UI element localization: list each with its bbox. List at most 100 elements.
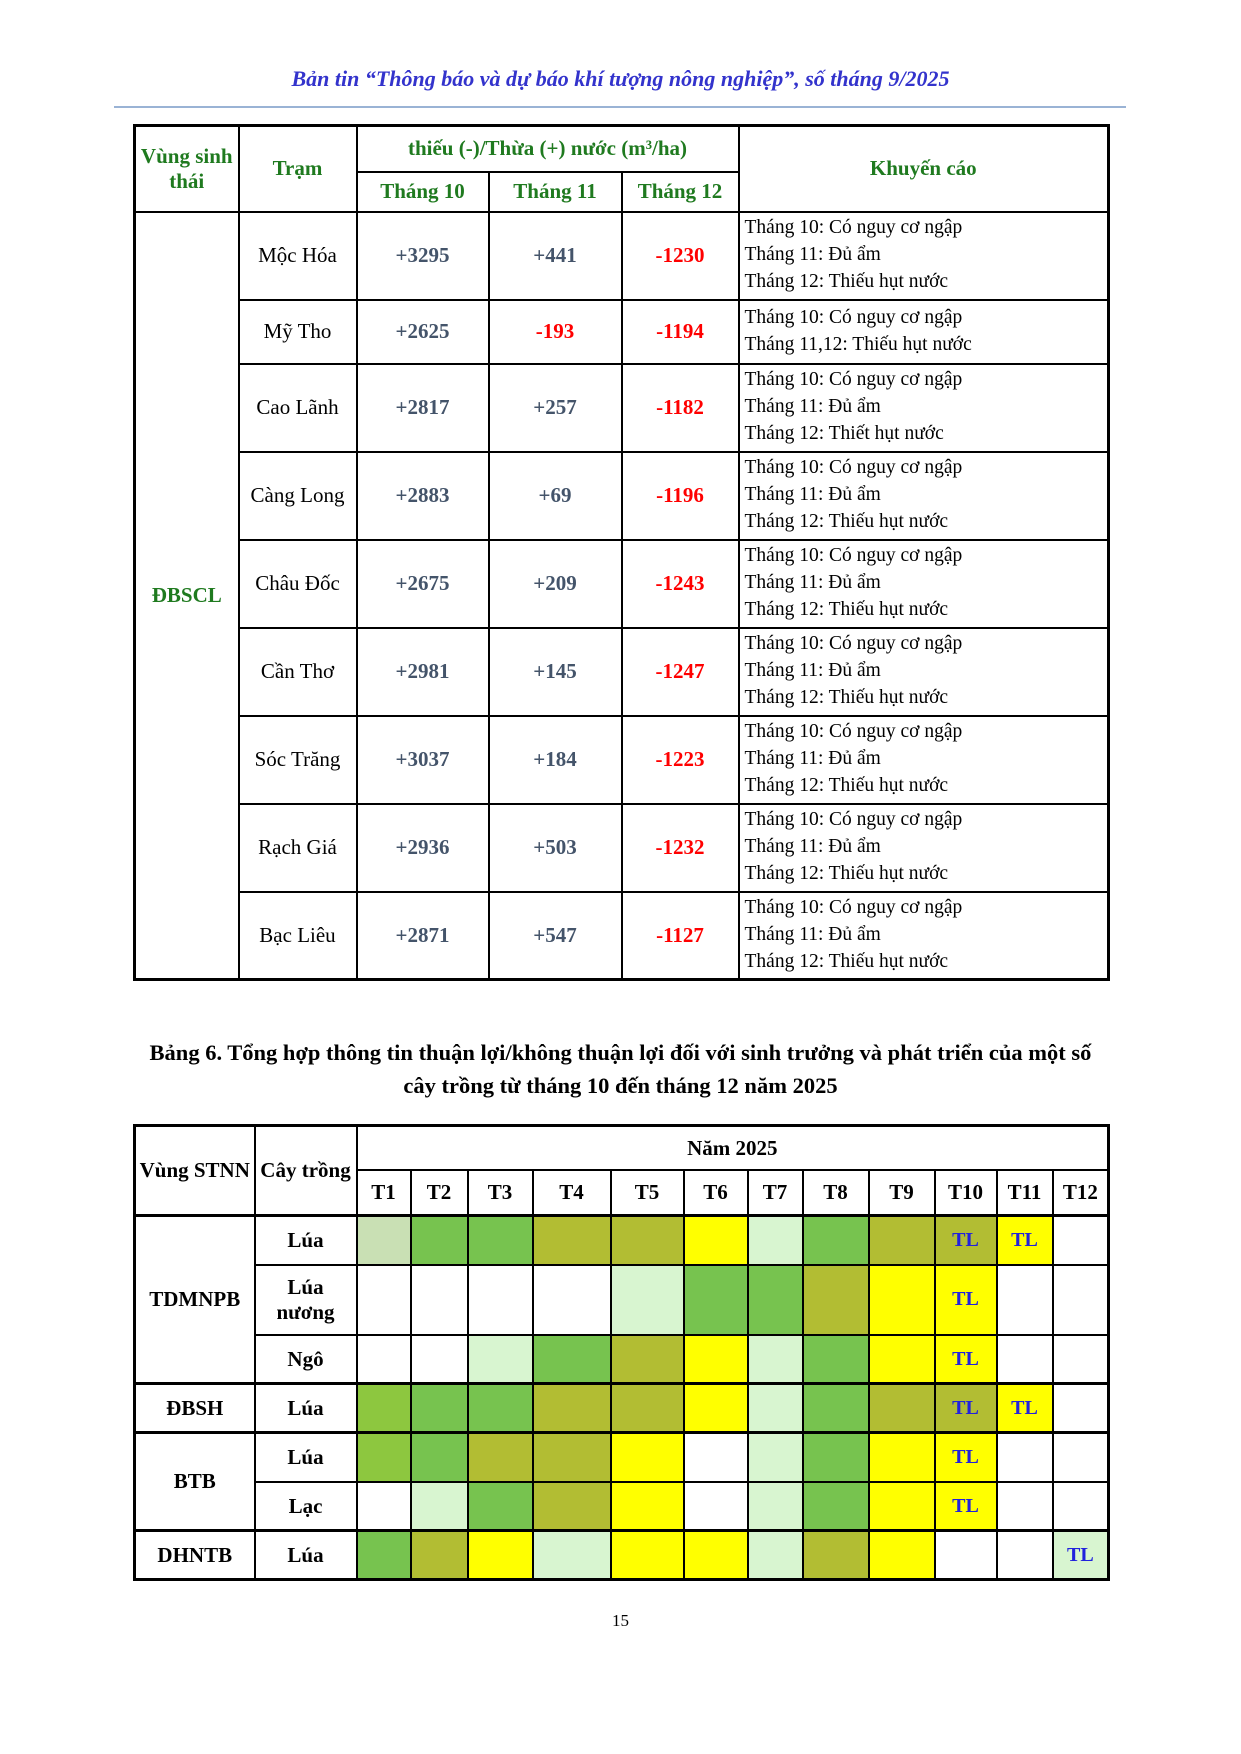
advisory-line: Tháng 12: Thiếu hụt nước: [744, 774, 949, 796]
advisory-line: Tháng 11: Đủ ẩm: [744, 244, 881, 266]
month-status-cell: [867, 1214, 936, 1266]
water-value-t10: +2675: [355, 538, 490, 629]
month-status-cell: [867, 1480, 936, 1532]
water-value-t12: -1230: [620, 210, 740, 301]
advisory-line: Tháng 11: Đủ ẩm: [744, 572, 881, 594]
month-status-cell: [746, 1480, 804, 1532]
month-status-cell: [746, 1382, 804, 1434]
table-row: Cần Thơ +2981 +145 -1247 Tháng 10: Có nguy c…: [135, 626, 1110, 717]
month-status-cell: [1051, 1431, 1110, 1483]
month-status-cell: [933, 1529, 998, 1581]
col-header-month: T5: [609, 1168, 685, 1217]
advisory-line: Tháng 11: Đủ ẩm: [744, 923, 881, 945]
document-header-title: Bản tin “Thông báo và dự báo khí tượng n…: [291, 66, 950, 91]
water-value-t12: -1127: [620, 890, 740, 981]
region-label: ĐBSCL: [133, 210, 240, 981]
month-status-cell: TL: [933, 1480, 998, 1532]
crop-name: Lúa: [253, 1529, 358, 1581]
month-status-cell: [531, 1382, 612, 1434]
month-status-cell: [1051, 1333, 1110, 1385]
col-header-water-balance: thiếu (-)/Thừa (+) nước (m³/ha): [355, 124, 740, 173]
month-status-cell: [466, 1529, 534, 1581]
month-status-cell: [355, 1263, 412, 1336]
col-header-month: T7: [746, 1168, 804, 1217]
col-header-station: Trạm: [237, 124, 358, 213]
advisory-line: Tháng 10: Có nguy cơ ngập: [744, 896, 963, 918]
month-status-cell: [531, 1214, 612, 1266]
month-status-cell: [682, 1529, 749, 1581]
advisory-cell: Tháng 10: Có nguy cơ ngập Tháng 11: Đủ ẩm…: [737, 802, 1110, 893]
advisory-line: Tháng 12: Thiếu hụt nước: [744, 510, 949, 532]
water-value-t10: +3037: [355, 714, 490, 805]
water-value-t10: +2981: [355, 626, 490, 717]
month-status-cell: TL: [933, 1333, 998, 1385]
water-value-t10: +2883: [355, 450, 490, 541]
region-stnn-label: ĐBSH: [133, 1382, 256, 1434]
station-name: Càng Long: [237, 450, 358, 541]
month-status-cell: [355, 1529, 412, 1581]
month-status-cell: [531, 1529, 612, 1581]
station-name: Rạch Giá: [237, 802, 358, 893]
month-status-cell: [746, 1529, 804, 1581]
advisory-line: Tháng 11,12: Thiếu hụt nước: [744, 333, 972, 355]
advisory-line: Tháng 11: Đủ ẩm: [744, 836, 881, 858]
month-status-cell: [1051, 1263, 1110, 1336]
month-status-cell: [531, 1263, 612, 1336]
month-status-cell: [609, 1431, 685, 1483]
col-header-advisory: Khuyến cáo: [737, 124, 1110, 213]
water-value-t11: +257: [487, 362, 623, 453]
month-status-cell: [867, 1529, 936, 1581]
month-status-cell: [355, 1480, 412, 1532]
advisory-cell: Tháng 10: Có nguy cơ ngập Tháng 11: Đủ ẩm…: [737, 626, 1110, 717]
month-status-cell: [609, 1263, 685, 1336]
month-status-cell: [609, 1214, 685, 1266]
water-value-t12: -1196: [620, 450, 740, 541]
advisory-line: Tháng 10: Có nguy cơ ngập: [744, 545, 963, 567]
advisory-cell: Tháng 10: Có nguy cơ ngập Tháng 11: Đủ ẩm…: [737, 890, 1110, 981]
station-name: Cao Lãnh: [237, 362, 358, 453]
month-status-cell: [995, 1333, 1054, 1385]
page-number: 15: [612, 1611, 629, 1631]
advisory-line: Tháng 10: Có nguy cơ ngập: [744, 457, 963, 479]
water-value-t12: -1232: [620, 802, 740, 893]
month-status-cell: [409, 1382, 469, 1434]
month-status-cell: [746, 1263, 804, 1336]
advisory-line: Tháng 10: Có nguy cơ ngập: [744, 217, 963, 239]
month-status-cell: [466, 1431, 534, 1483]
advisory-line: Tháng 12: Thiếu hụt nước: [744, 686, 949, 708]
station-name: Mộc Hóa: [237, 210, 358, 301]
col-header-month: T4: [531, 1168, 612, 1217]
water-value-t11: +503: [487, 802, 623, 893]
col-header-month: T1: [355, 1168, 412, 1217]
advisory-cell: Tháng 10: Có nguy cơ ngập Tháng 11: Đủ ẩm…: [737, 538, 1110, 629]
month-status-cell: [1051, 1214, 1110, 1266]
table-row: Cao Lãnh +2817 +257 -1182 Tháng 10: Có nguy …: [135, 362, 1110, 453]
water-value-t12: -1243: [620, 538, 740, 629]
month-status-cell: TL: [995, 1382, 1054, 1434]
col-header-month: T12: [1051, 1168, 1110, 1217]
month-status-cell: TL: [933, 1431, 998, 1483]
month-status-cell: [409, 1431, 469, 1483]
month-status-cell: [466, 1333, 534, 1385]
month-status-cell: [355, 1431, 412, 1483]
month-status-cell: [682, 1214, 749, 1266]
month-status-cell: [1051, 1480, 1110, 1532]
water-value-t11: +69: [487, 450, 623, 541]
month-status-cell: TL: [995, 1214, 1054, 1266]
col-header-month: T6: [682, 1168, 749, 1217]
col-header-month: T8: [801, 1168, 870, 1217]
col-header-month: T2: [409, 1168, 469, 1217]
month-status-cell: [867, 1382, 936, 1434]
month-status-cell: [995, 1431, 1054, 1483]
table-row: Châu Đốc +2675 +209 -1243 Tháng 10: Có nguy …: [135, 538, 1110, 629]
region-stnn-label: TDMNPB: [133, 1214, 256, 1385]
month-status-cell: [867, 1431, 936, 1483]
advisory-line: Tháng 10: Có nguy cơ ngập: [744, 369, 963, 391]
month-status-cell: [746, 1431, 804, 1483]
advisory-cell: Tháng 10: Có nguy cơ ngập Tháng 11: Đủ ẩm…: [737, 714, 1110, 805]
region-stnn-label: DHNTB: [133, 1529, 256, 1581]
month-status-cell: [995, 1480, 1054, 1532]
month-status-cell: [355, 1382, 412, 1434]
advisory-line: Tháng 12: Thiếu hụt nước: [744, 950, 949, 972]
water-value-t12: -1247: [620, 626, 740, 717]
